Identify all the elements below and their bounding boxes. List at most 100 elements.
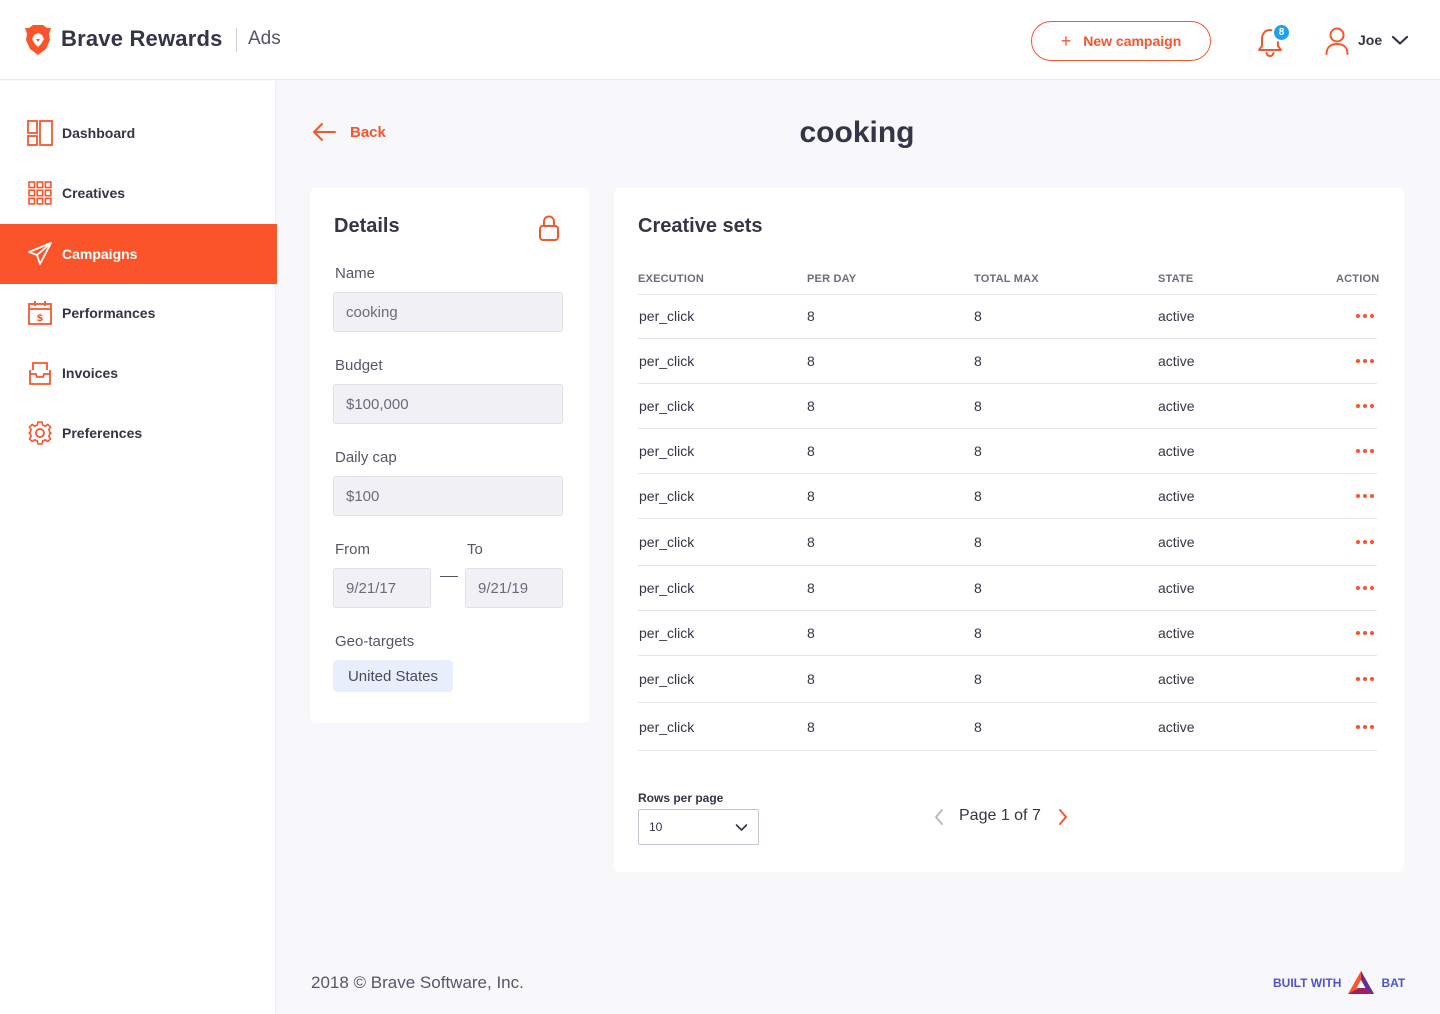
cell-per-day: 8 [807, 308, 815, 324]
cell-per-day: 8 [807, 443, 815, 459]
sidebar-item-performances[interactable]: $ Performances [0, 283, 277, 343]
built-with-bat[interactable]: BUILT WITH BAT [1273, 970, 1405, 996]
user-icon[interactable] [1325, 27, 1349, 55]
name-field[interactable]: cooking [333, 292, 563, 332]
new-campaign-button[interactable]: + New campaign [1031, 21, 1211, 61]
table-row[interactable]: per_click 8 8 active [638, 429, 1377, 474]
cell-total-max: 8 [974, 671, 982, 687]
svg-text:$: $ [37, 313, 44, 324]
rows-per-page-value: 10 [649, 820, 663, 834]
chevron-down-icon [735, 824, 748, 831]
cell-state: active [1158, 398, 1195, 414]
brand-title: Brave Rewards [61, 26, 223, 51]
budget-label: Budget [335, 357, 383, 374]
table-row[interactable]: per_click 8 8 active [638, 656, 1377, 703]
cell-total-max: 8 [974, 398, 982, 414]
more-options-icon[interactable] [1355, 448, 1375, 454]
cell-execution: per_click [639, 398, 695, 414]
chevron-right-icon[interactable] [1056, 808, 1070, 826]
more-options-icon[interactable] [1355, 358, 1375, 364]
cell-execution: per_click [639, 580, 695, 596]
plus-icon: + [1060, 31, 1072, 51]
table-row[interactable]: per_click 8 8 active [638, 519, 1377, 566]
name-label: Name [335, 265, 376, 282]
cell-per-day: 8 [807, 625, 815, 641]
dashboard-icon [27, 120, 53, 146]
table-row[interactable]: per_click 8 8 active [638, 566, 1377, 611]
cell-total-max: 8 [974, 534, 982, 550]
sidebar-item-dashboard[interactable]: Dashboard [0, 103, 277, 163]
to-label: To [467, 541, 483, 558]
back-link[interactable]: Back [311, 122, 386, 142]
table-row[interactable]: per_click 8 8 active [638, 611, 1377, 656]
geo-targets-label: Geo-targets [335, 633, 415, 650]
more-options-icon[interactable] [1355, 585, 1375, 591]
chevron-down-icon[interactable] [1391, 34, 1409, 46]
to-date-field[interactable]: 9/21/19 [465, 568, 563, 608]
daily-cap-field[interactable]: $100 [333, 476, 563, 516]
grid-icon [28, 181, 52, 205]
chevron-left-icon[interactable] [932, 808, 946, 826]
cell-execution: per_click [639, 671, 695, 687]
new-campaign-label: New campaign [1083, 33, 1182, 49]
rows-per-page-label: Rows per page [638, 791, 724, 805]
notification-badge: 8 [1272, 23, 1291, 42]
details-card: Details Name cooking Budget $100,000 Dai… [310, 188, 589, 723]
cell-total-max: 8 [974, 718, 982, 735]
cell-execution: per_click [639, 308, 695, 324]
cell-execution: per_click [639, 718, 695, 735]
gear-icon [28, 421, 52, 445]
sidebar-item-campaigns[interactable]: Campaigns [0, 224, 277, 284]
more-options-icon[interactable] [1355, 403, 1375, 409]
more-options-icon[interactable] [1355, 493, 1375, 499]
daily-cap-label: Daily cap [335, 449, 397, 466]
table-row[interactable]: per_click 8 8 active [638, 339, 1377, 384]
cell-execution: per_click [639, 488, 695, 504]
budget-field[interactable]: $100,000 [333, 384, 563, 424]
geo-target-chip[interactable]: United States [333, 660, 453, 692]
cell-per-day: 8 [807, 398, 815, 414]
table-row[interactable]: per_click 8 8 active [638, 294, 1377, 339]
more-options-icon[interactable] [1355, 313, 1375, 319]
sidebar-item-label: Invoices [62, 365, 119, 381]
sidebar-item-preferences[interactable]: Preferences [0, 403, 277, 463]
user-name[interactable]: Joe [1358, 32, 1383, 48]
inbox-icon [29, 362, 51, 385]
cell-total-max: 8 [974, 625, 982, 641]
creative-sets-card: Creative sets EXECUTION PER DAY TOTAL MA… [614, 188, 1404, 872]
brand-divider [236, 28, 237, 52]
more-options-icon[interactable] [1355, 724, 1375, 730]
built-with-label: BUILT WITH [1273, 976, 1342, 990]
lock-icon[interactable] [536, 214, 562, 242]
cell-per-day: 8 [807, 534, 815, 550]
calendar-dollar-icon: $ [28, 301, 52, 325]
cell-execution: per_click [639, 353, 695, 369]
cell-total-max: 8 [974, 488, 982, 504]
more-options-icon[interactable] [1355, 630, 1375, 636]
table-row[interactable]: per_click 8 8 active [638, 703, 1377, 751]
cell-per-day: 8 [807, 580, 815, 596]
sidebar-item-label: Creatives [62, 185, 126, 201]
sidebar-item-creatives[interactable]: Creatives [0, 163, 277, 223]
cell-state: active [1158, 718, 1195, 735]
sidebar-item-invoices[interactable]: Invoices [0, 343, 277, 403]
sidebar-item-label: Campaigns [62, 246, 138, 262]
more-options-icon[interactable] [1355, 676, 1375, 682]
cell-total-max: 8 [974, 443, 982, 459]
brand-subtitle: Ads [248, 28, 281, 49]
footer-copyright: 2018 © Brave Software, Inc. [311, 973, 524, 992]
brave-lion-logo-icon[interactable] [24, 24, 52, 56]
from-date-field[interactable]: 9/21/17 [333, 568, 431, 608]
rows-per-page-select[interactable]: 10 [638, 809, 759, 845]
page-title: cooking [799, 116, 915, 149]
column-header-action: ACTION [1336, 273, 1380, 285]
more-options-icon[interactable] [1355, 539, 1375, 545]
cell-state: active [1158, 625, 1195, 641]
table-row[interactable]: per_click 8 8 active [638, 474, 1377, 519]
cell-state: active [1158, 534, 1195, 550]
date-range-dash [440, 576, 458, 577]
table-row[interactable]: per_click 8 8 active [638, 384, 1377, 429]
column-header-state: STATE [1158, 273, 1194, 285]
back-label: Back [350, 123, 386, 141]
top-header: Brave Rewards Ads + New campaign 8 Joe [0, 0, 1440, 80]
